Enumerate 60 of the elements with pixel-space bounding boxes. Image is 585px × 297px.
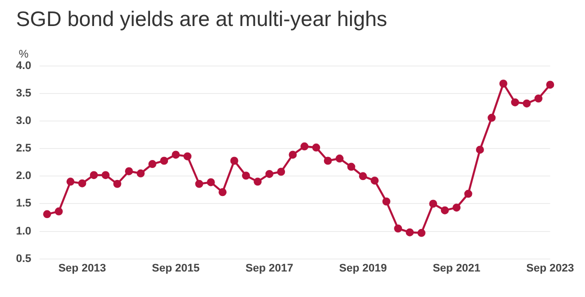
point [218,188,227,196]
point [324,156,332,165]
point [370,176,379,185]
point [102,171,110,180]
point [195,180,204,188]
point [124,167,133,176]
point [265,170,274,178]
point [183,152,192,160]
point [464,190,472,198]
y-tick-label: 0.5 [16,252,32,265]
point [394,224,402,233]
point [347,162,356,171]
point [113,180,122,188]
point [312,144,320,152]
point [78,179,86,188]
point [277,168,286,176]
point [499,80,508,88]
x-tick-label: Sep 2015 [152,262,200,274]
point [136,169,145,178]
point [54,207,63,216]
x-tick-label: Sep 2019 [339,262,387,274]
point [90,171,98,180]
point [452,204,461,212]
point [172,150,180,159]
point [488,114,496,122]
point [43,210,52,218]
point [522,99,531,108]
point [300,142,308,150]
x-tick-label: Sep 2023 [526,262,574,274]
point [429,200,438,208]
y-tick-label: 4.0 [16,60,32,72]
point [534,94,542,102]
y-axis-title: % [18,48,29,61]
point [206,178,215,186]
point [230,156,238,165]
y-tick-label: 3.0 [16,115,32,128]
x-tick-label: Sep 2021 [432,262,480,274]
y-tick-label: 2.5 [16,142,32,155]
point [546,80,554,89]
x-tick-label: Sep 2013 [58,262,106,274]
x-tick-label: Sep 2017 [246,262,294,274]
point [336,154,344,163]
point [417,228,426,237]
point [476,146,484,154]
point [382,198,390,206]
point [358,172,367,180]
point [242,172,250,180]
point [511,98,520,106]
point [288,150,297,159]
y-tick-label: 1.5 [16,198,32,210]
y-tick-label: 3.5 [16,88,32,100]
point [254,178,262,186]
y-tick-label: 2.0 [16,170,32,182]
point [406,228,414,236]
point [66,178,74,186]
point [160,156,168,165]
chart-title: SGD bond yields are at multi-year highs [16,8,388,32]
y-tick-label: 1.0 [16,225,32,238]
point [148,160,156,168]
point [440,206,449,214]
